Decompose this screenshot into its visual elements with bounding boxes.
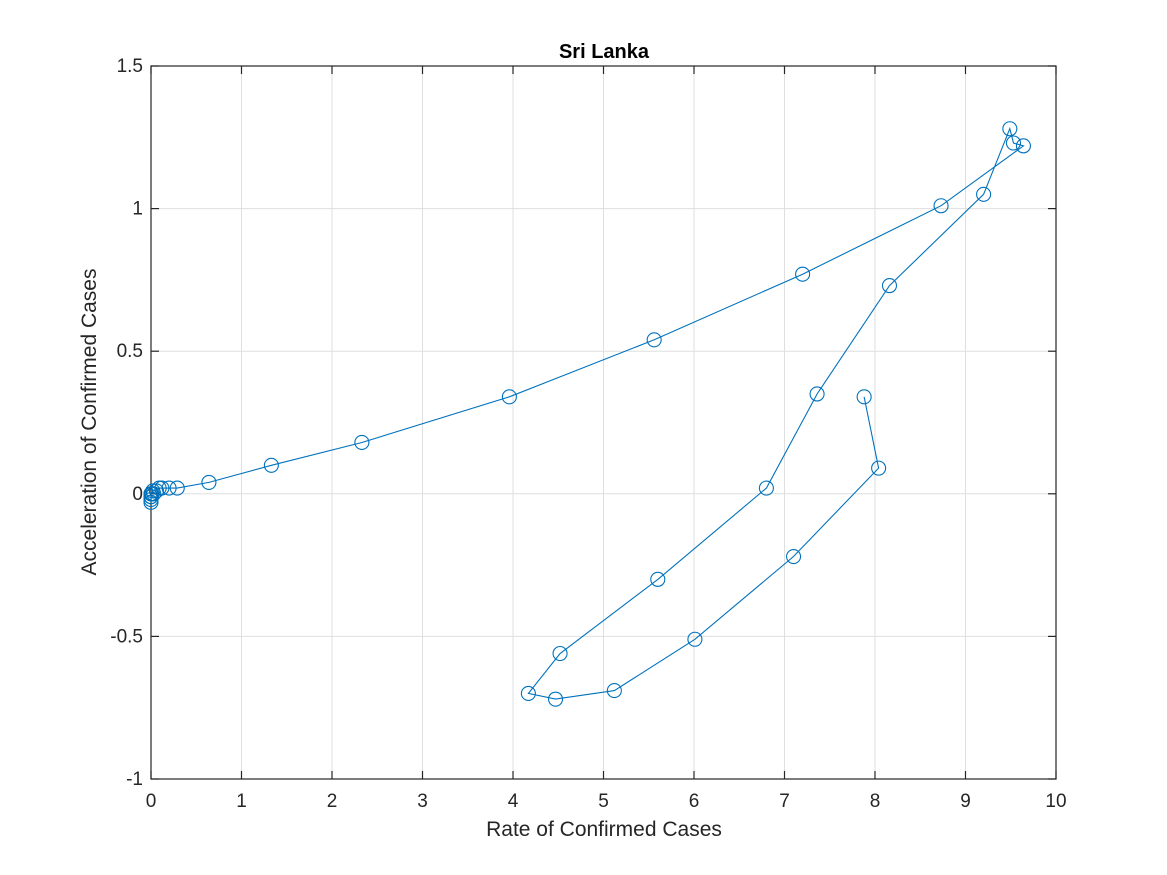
data-point (501, 389, 517, 405)
axes-box (150, 65, 1057, 780)
data-point (795, 266, 811, 282)
y-tick-label: -1 (126, 769, 143, 790)
x-tick-label: 4 (508, 791, 519, 812)
data-point (976, 186, 992, 202)
data-point (354, 434, 370, 451)
data-point (758, 480, 774, 496)
data-series (143, 121, 1031, 707)
y-tick-label: 1 (132, 199, 143, 220)
data-point (1005, 135, 1022, 151)
data-point (146, 486, 162, 502)
y-tick-label: 0 (132, 484, 143, 505)
y-tick-label: 0.5 (117, 341, 143, 362)
data-point (552, 645, 568, 662)
axes: 0 1 2 3 4 5 6 7 8 9 10 -1 -0.5 0 0.5 1 1.5 (110, 56, 1066, 812)
data-point (809, 386, 825, 402)
data-point (154, 480, 170, 496)
data-point (547, 691, 564, 707)
data-point (871, 460, 887, 476)
data-point (263, 457, 279, 473)
y-axis-label: Acceleration of Confirmed Cases (78, 269, 101, 576)
data-point (606, 683, 622, 699)
data-point (646, 332, 662, 348)
data-point (201, 474, 217, 490)
x-tick-label: 10 (1045, 791, 1066, 812)
x-tick-label: 3 (417, 791, 428, 812)
x-tick-label: 7 (779, 791, 790, 812)
x-tick-label: 0 (146, 791, 157, 812)
x-tick-label: 9 (960, 791, 971, 812)
x-tick-label: 5 (598, 791, 609, 812)
y-tick-label: 1.5 (117, 56, 143, 77)
data-point (933, 198, 949, 214)
data-point (161, 480, 177, 496)
x-tick-label: 2 (327, 791, 338, 812)
chart-title: Sri Lanka (559, 41, 650, 63)
data-point (1002, 121, 1018, 137)
x-tick-label: 1 (236, 791, 247, 812)
x-tick-label: 8 (870, 791, 881, 812)
data-point (1015, 138, 1031, 154)
data-point (687, 631, 703, 647)
data-point (650, 571, 666, 587)
y-tick-label: -0.5 (110, 626, 143, 647)
data-point (881, 278, 898, 294)
x-axis-label: Rate of Confirmed Cases (486, 818, 722, 841)
data-point (520, 685, 536, 701)
data-point (169, 480, 185, 496)
data-point (785, 548, 802, 565)
data-point (856, 389, 872, 405)
x-tick-label: 6 (689, 791, 700, 812)
